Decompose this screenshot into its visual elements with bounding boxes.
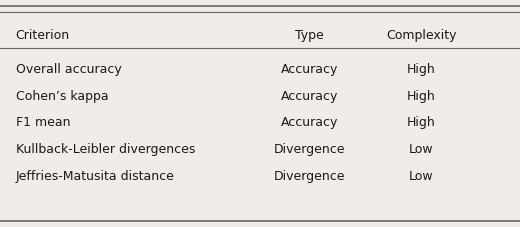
Text: High: High	[407, 116, 436, 129]
Text: Complexity: Complexity	[386, 29, 457, 42]
Text: Criterion: Criterion	[16, 29, 70, 42]
Text: Kullback-Leibler divergences: Kullback-Leibler divergences	[16, 143, 195, 156]
Text: Divergence: Divergence	[274, 170, 345, 183]
Text: High: High	[407, 63, 436, 76]
Text: Jeffries-Matusita distance: Jeffries-Matusita distance	[16, 170, 175, 183]
Text: Divergence: Divergence	[274, 143, 345, 156]
Text: Accuracy: Accuracy	[281, 116, 338, 129]
Text: Low: Low	[409, 143, 434, 156]
Text: Low: Low	[409, 170, 434, 183]
Text: Accuracy: Accuracy	[281, 63, 338, 76]
Text: Cohen’s kappa: Cohen’s kappa	[16, 89, 108, 103]
Text: Accuracy: Accuracy	[281, 89, 338, 103]
Text: Overall accuracy: Overall accuracy	[16, 63, 121, 76]
Text: F1 mean: F1 mean	[16, 116, 70, 129]
Text: High: High	[407, 89, 436, 103]
Text: Type: Type	[295, 29, 324, 42]
